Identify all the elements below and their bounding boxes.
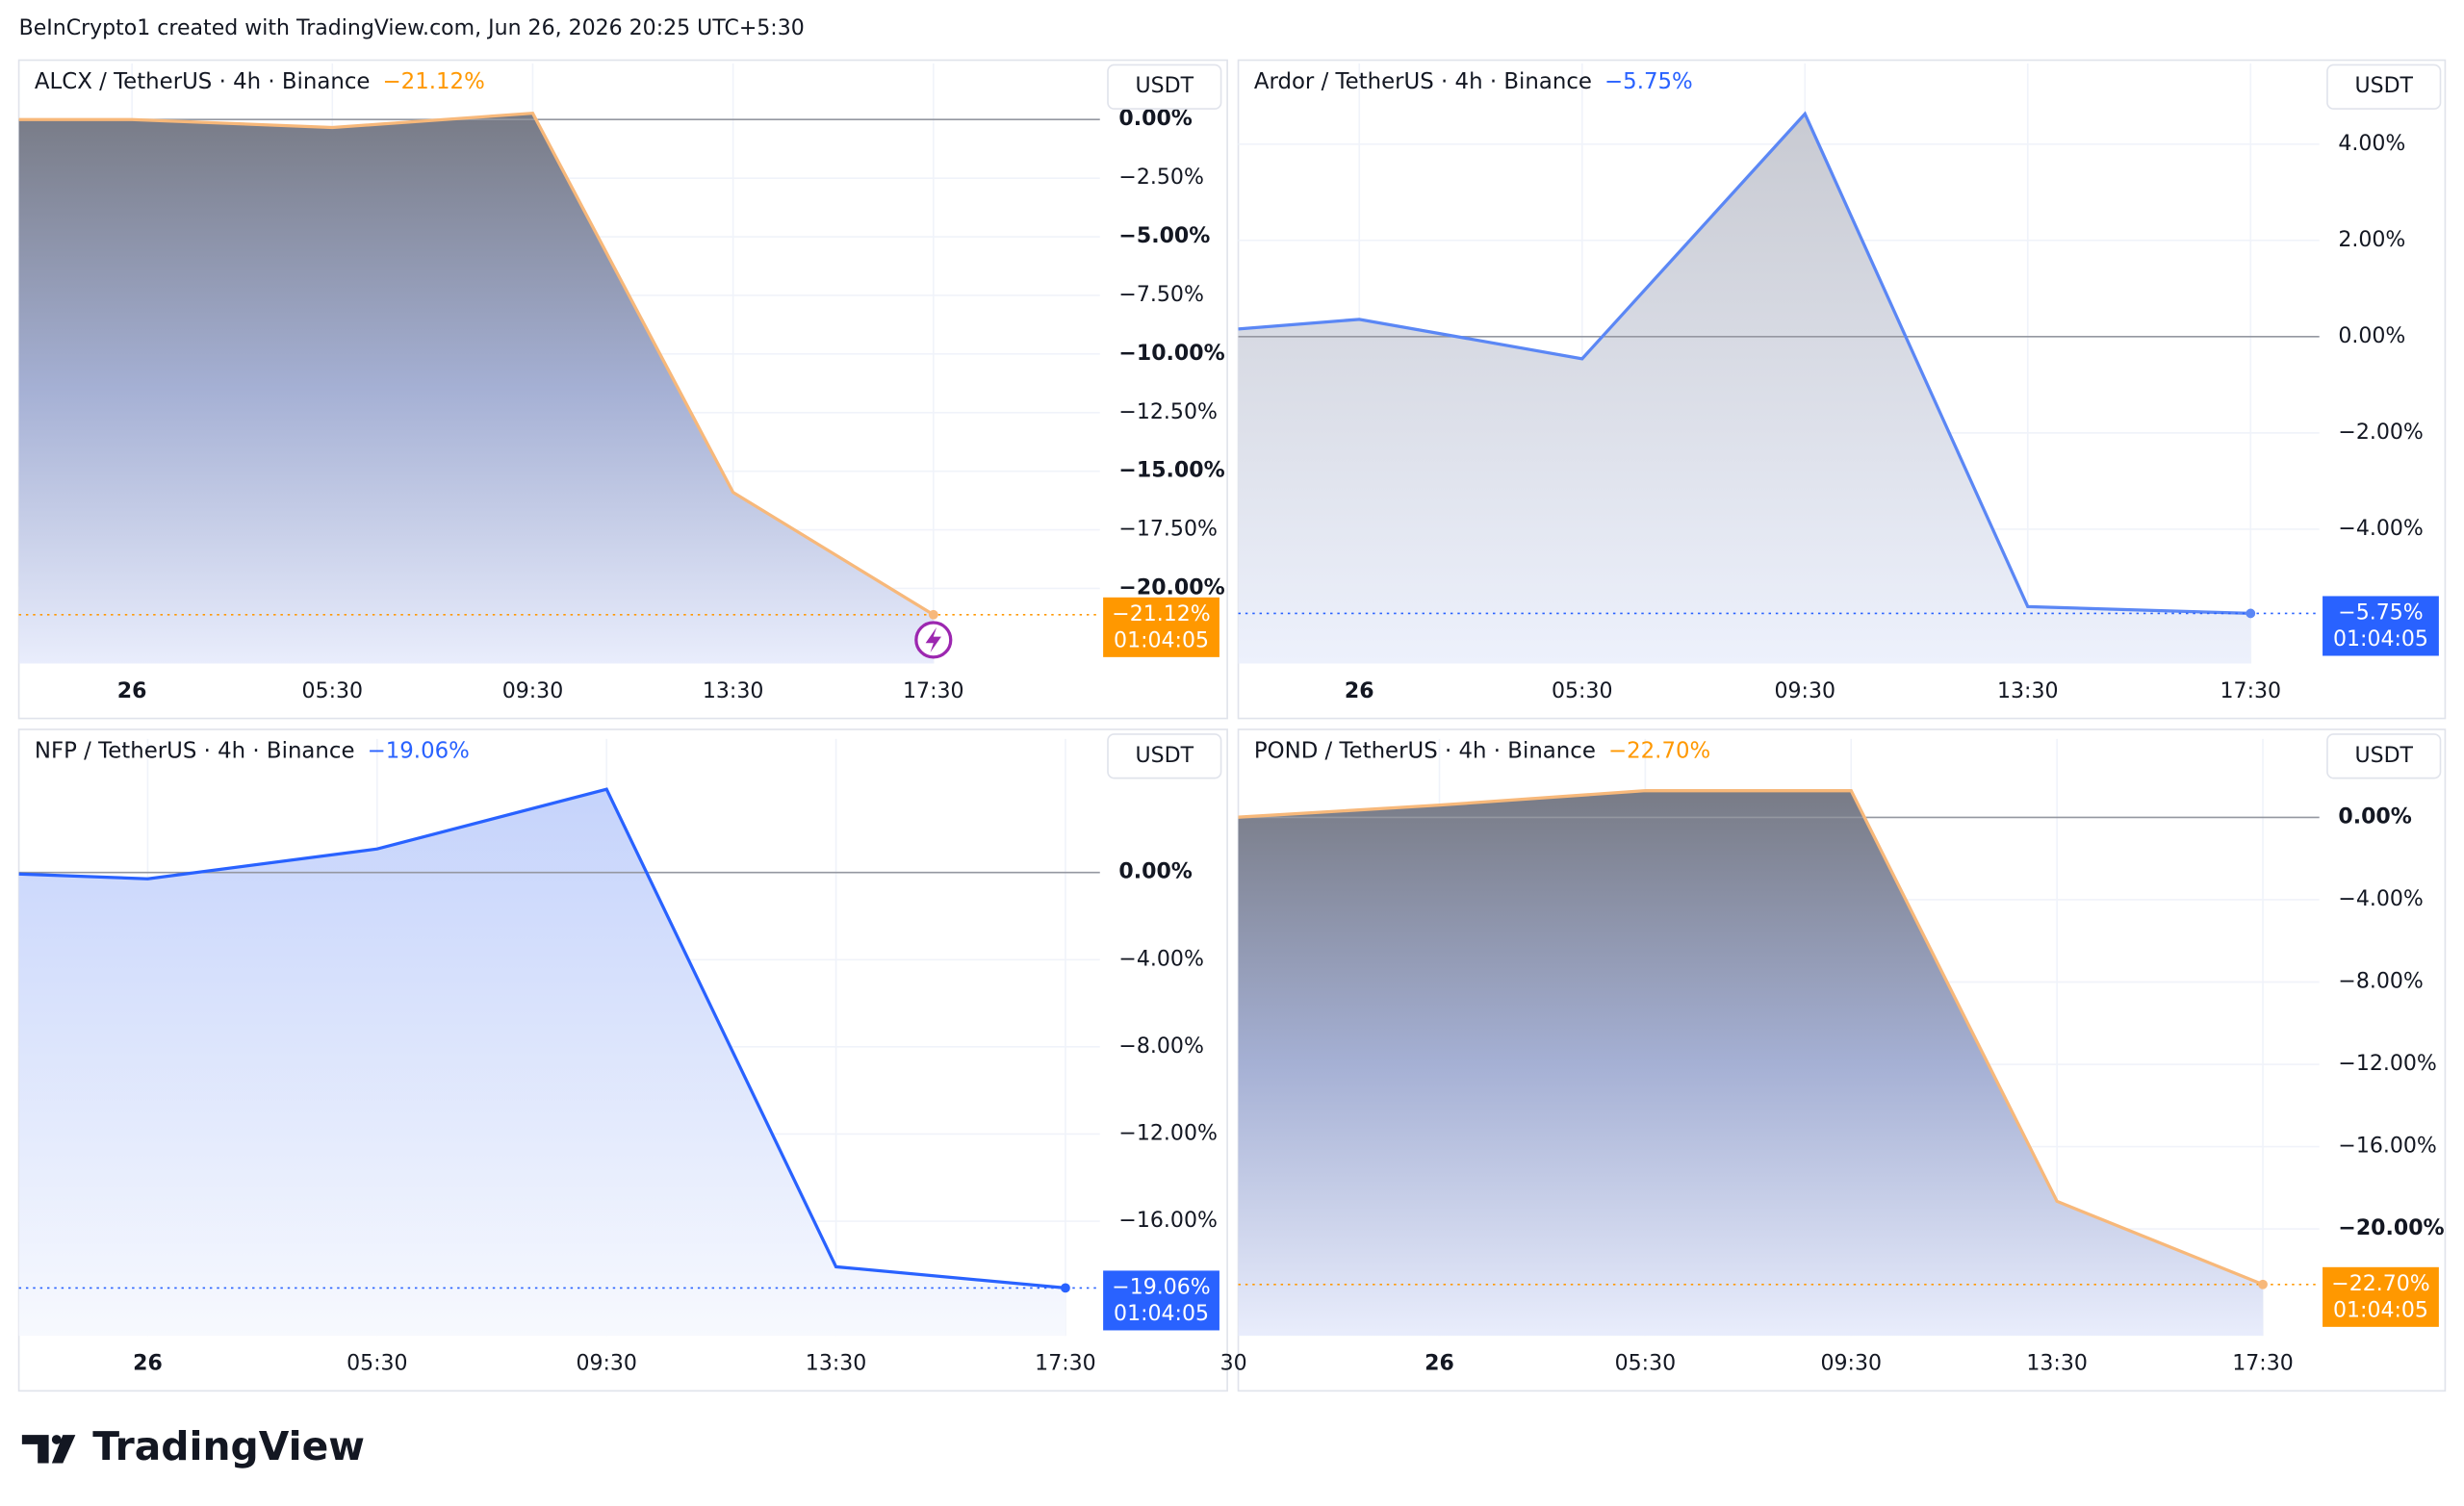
- y-tick-label: −5.00%: [1118, 224, 1210, 248]
- last-value-label: −21.12%: [1112, 602, 1210, 626]
- x-tick-label: 13:30: [1997, 679, 2059, 703]
- brand-logo: [21, 1435, 76, 1464]
- last-label-box: [1103, 1270, 1219, 1331]
- x-tick-label: 17:30: [2220, 679, 2282, 703]
- change: −5.75%: [1604, 69, 1693, 94]
- last-point: [2246, 608, 2256, 619]
- header: BeInCrypto1 created with TradingView.com…: [19, 16, 805, 40]
- series-line: [1238, 111, 2251, 616]
- countdown: 01:04:05: [2333, 627, 2428, 651]
- last-point: [2258, 1279, 2268, 1289]
- currency: USDT: [2354, 74, 2413, 98]
- y-tick-label: −8.00%: [2338, 970, 2423, 994]
- y-tick-label: −4.00%: [2338, 887, 2423, 911]
- chart-title: NFP / TetherUS · 4h · Binance: [35, 738, 355, 763]
- x-tick-label: 05:30: [1615, 1352, 1677, 1376]
- area: [18, 789, 1065, 1337]
- currency: USDT: [1136, 744, 1194, 768]
- last-point: [928, 609, 938, 620]
- x-tick-label: 26: [1424, 1352, 1454, 1376]
- y-tick-label: −16.00%: [1118, 1209, 1217, 1233]
- change: −19.06%: [368, 738, 470, 763]
- countdown: 01:04:05: [1114, 629, 1209, 653]
- last-point: [1061, 1283, 1070, 1293]
- y-tick-label: −17.50%: [1118, 518, 1217, 542]
- y-tick-label: 0.00%: [2338, 804, 2411, 829]
- series-line: [18, 787, 1066, 1290]
- x-tick-label: 13:30: [806, 1352, 866, 1376]
- plot: [1238, 738, 2320, 1337]
- currency: USDT: [1136, 74, 1194, 98]
- change: −22.70%: [1608, 738, 1710, 763]
- y-tick-label: −8.00%: [1118, 1034, 1203, 1059]
- series-line: [1238, 789, 2264, 1287]
- x-tick-label: 17:30: [2232, 1352, 2294, 1376]
- x-tick-label: 09:30: [1775, 679, 1836, 703]
- y-tick-label: 2.00%: [2338, 228, 2405, 252]
- alert-bolt: [925, 626, 941, 653]
- y-tick-label: −2.00%: [2338, 421, 2423, 445]
- last-label-box: [1103, 597, 1219, 657]
- currency-box: [1107, 733, 1222, 779]
- y-tick-label: −12.00%: [1118, 1121, 1217, 1145]
- y-tick-label: −20.00%: [1118, 575, 1224, 600]
- x-tick-label: 13:30: [703, 679, 763, 703]
- x-tick-label: 26: [133, 1352, 163, 1376]
- y-tick-label: −4.00%: [1118, 947, 1203, 971]
- x-tick-label: 17:30: [1035, 1352, 1096, 1376]
- area: [1238, 790, 2264, 1337]
- y-tick-label: 0.00%: [1118, 107, 1192, 131]
- series-line: [18, 111, 935, 617]
- currency-box: [2326, 64, 2442, 110]
- y-tick-label: 0.00%: [1118, 860, 1192, 884]
- currency: USDT: [2354, 744, 2413, 768]
- x-tick-label: 05:30: [1552, 679, 1613, 703]
- plot: [1238, 63, 2320, 664]
- x-tick-label: 09:30: [502, 679, 563, 703]
- countdown: 01:04:05: [1114, 1302, 1209, 1326]
- y-tick-label: −12.00%: [2338, 1052, 2436, 1076]
- y-tick-label: −20.00%: [2338, 1216, 2444, 1240]
- y-tick-label: −15.00%: [1118, 459, 1224, 483]
- x-tick-label: 30: [1220, 1352, 1247, 1376]
- area: [18, 113, 934, 664]
- x-tick-label: 13:30: [2026, 1352, 2088, 1376]
- last-label-box: [2323, 1266, 2439, 1327]
- x-tick-label: 26: [117, 679, 147, 703]
- last-value-label: −19.06%: [1112, 1275, 1210, 1299]
- x-tick-label: 09:30: [576, 1352, 637, 1376]
- x-tick-label: 09:30: [1821, 1352, 1883, 1376]
- y-tick-label: −2.50%: [1118, 166, 1203, 190]
- brand: TradingView: [92, 1423, 365, 1469]
- currency-box: [1107, 64, 1222, 110]
- x-tick-label: 05:30: [302, 679, 364, 703]
- plot: [18, 63, 1100, 664]
- chart-title: Ardor / TetherUS · 4h · Binance: [1254, 69, 1592, 94]
- x-tick-label: 17:30: [903, 679, 964, 703]
- plot: [18, 738, 1100, 1337]
- chart-title: ALCX / TetherUS · 4h · Binance: [35, 69, 371, 94]
- x-tick-label: 26: [1345, 679, 1374, 703]
- last-value-label: −5.75%: [2338, 600, 2423, 625]
- x-tick-label: 05:30: [346, 1352, 408, 1376]
- chart-title: POND / TetherUS · 4h · Binance: [1254, 738, 1596, 763]
- change: −21.12%: [383, 69, 485, 94]
- countdown: 01:04:05: [2333, 1299, 2428, 1323]
- y-tick-label: −10.00%: [1118, 342, 1224, 366]
- y-tick-label: −16.00%: [2338, 1135, 2436, 1159]
- y-tick-label: −4.00%: [2338, 517, 2423, 541]
- last-label-box: [2323, 596, 2439, 656]
- currency-box: [2326, 733, 2442, 779]
- y-tick-label: 0.00%: [2338, 324, 2405, 348]
- y-tick-label: −12.50%: [1118, 400, 1217, 424]
- y-tick-label: −7.50%: [1118, 283, 1203, 307]
- area: [1238, 114, 2251, 664]
- last-value-label: −22.70%: [2331, 1272, 2429, 1296]
- y-tick-label: 4.00%: [2338, 132, 2405, 156]
